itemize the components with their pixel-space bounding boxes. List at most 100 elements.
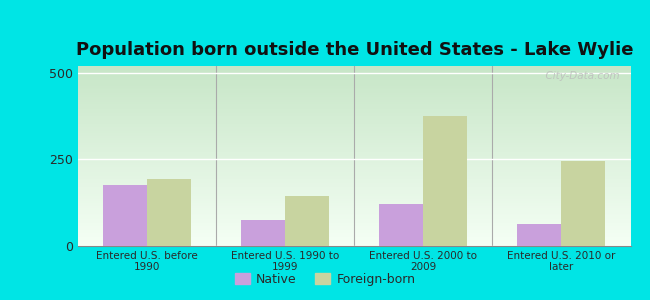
- Bar: [78, 124, 630, 125]
- Bar: [78, 212, 630, 214]
- Bar: [78, 205, 630, 206]
- Bar: [78, 152, 630, 154]
- Bar: [78, 91, 630, 93]
- Bar: [78, 242, 630, 244]
- Bar: [78, 187, 630, 188]
- Bar: [78, 131, 630, 133]
- Bar: [78, 89, 630, 91]
- Bar: [78, 239, 630, 241]
- Bar: [78, 199, 630, 201]
- Bar: [78, 194, 630, 196]
- Bar: [78, 228, 630, 230]
- Bar: [78, 170, 630, 172]
- Bar: [78, 125, 630, 127]
- Bar: [78, 149, 630, 151]
- Bar: [78, 79, 630, 80]
- Bar: [78, 183, 630, 185]
- Bar: [78, 127, 630, 129]
- Bar: [78, 88, 630, 89]
- Bar: [78, 111, 630, 113]
- Bar: [78, 223, 630, 224]
- Bar: [78, 143, 630, 145]
- Bar: [78, 84, 630, 86]
- Bar: [78, 215, 630, 217]
- Bar: [285, 196, 330, 246]
- Bar: [78, 244, 630, 246]
- Bar: [78, 172, 630, 174]
- Bar: [78, 224, 630, 226]
- Bar: [78, 107, 630, 109]
- Legend: Native, Foreign-born: Native, Foreign-born: [229, 268, 421, 291]
- Bar: [78, 118, 630, 120]
- Bar: [78, 98, 630, 100]
- Bar: [78, 97, 630, 98]
- Bar: [379, 205, 423, 246]
- Bar: [517, 224, 561, 246]
- Bar: [78, 147, 630, 149]
- Bar: [78, 176, 630, 178]
- Bar: [78, 120, 630, 122]
- Bar: [78, 122, 630, 124]
- Bar: [78, 93, 630, 95]
- Bar: [78, 163, 630, 165]
- Bar: [78, 75, 630, 77]
- Bar: [78, 165, 630, 167]
- Bar: [78, 154, 630, 156]
- Bar: [78, 185, 630, 187]
- Bar: [78, 203, 630, 205]
- Bar: [78, 210, 630, 212]
- Bar: [78, 237, 630, 239]
- Bar: [78, 115, 630, 116]
- Bar: [78, 179, 630, 181]
- Bar: [78, 104, 630, 106]
- Bar: [78, 100, 630, 102]
- Bar: [103, 185, 148, 246]
- Bar: [78, 158, 630, 160]
- Bar: [78, 235, 630, 237]
- Bar: [78, 217, 630, 219]
- Bar: [78, 151, 630, 152]
- Bar: [423, 116, 467, 246]
- Bar: [78, 167, 630, 169]
- Bar: [78, 73, 630, 75]
- Bar: [78, 68, 630, 70]
- Bar: [78, 102, 630, 104]
- Bar: [78, 140, 630, 142]
- Bar: [78, 82, 630, 84]
- Bar: [78, 113, 630, 115]
- Title: Population born outside the United States - Lake Wylie: Population born outside the United State…: [75, 41, 633, 59]
- Bar: [78, 169, 630, 170]
- Bar: [78, 197, 630, 199]
- Bar: [78, 190, 630, 192]
- Bar: [78, 106, 630, 107]
- Bar: [78, 178, 630, 179]
- Bar: [78, 145, 630, 147]
- Bar: [78, 66, 630, 68]
- Bar: [78, 188, 630, 190]
- Bar: [78, 214, 630, 215]
- Bar: [78, 133, 630, 134]
- Bar: [78, 71, 630, 73]
- Bar: [78, 95, 630, 97]
- Bar: [78, 134, 630, 136]
- Bar: [78, 70, 630, 71]
- Bar: [78, 221, 630, 223]
- Bar: [78, 86, 630, 88]
- Bar: [78, 109, 630, 111]
- Bar: [78, 219, 630, 221]
- Bar: [78, 142, 630, 143]
- Bar: [78, 192, 630, 194]
- Bar: [78, 226, 630, 228]
- Bar: [561, 161, 605, 246]
- Bar: [78, 156, 630, 158]
- Bar: [78, 160, 630, 161]
- Bar: [78, 161, 630, 163]
- Bar: [78, 80, 630, 82]
- Bar: [78, 129, 630, 131]
- Bar: [78, 136, 630, 138]
- Bar: [78, 174, 630, 176]
- Text: City-Data.com: City-Data.com: [539, 71, 619, 81]
- Bar: [78, 230, 630, 232]
- Bar: [78, 196, 630, 197]
- Bar: [78, 206, 630, 208]
